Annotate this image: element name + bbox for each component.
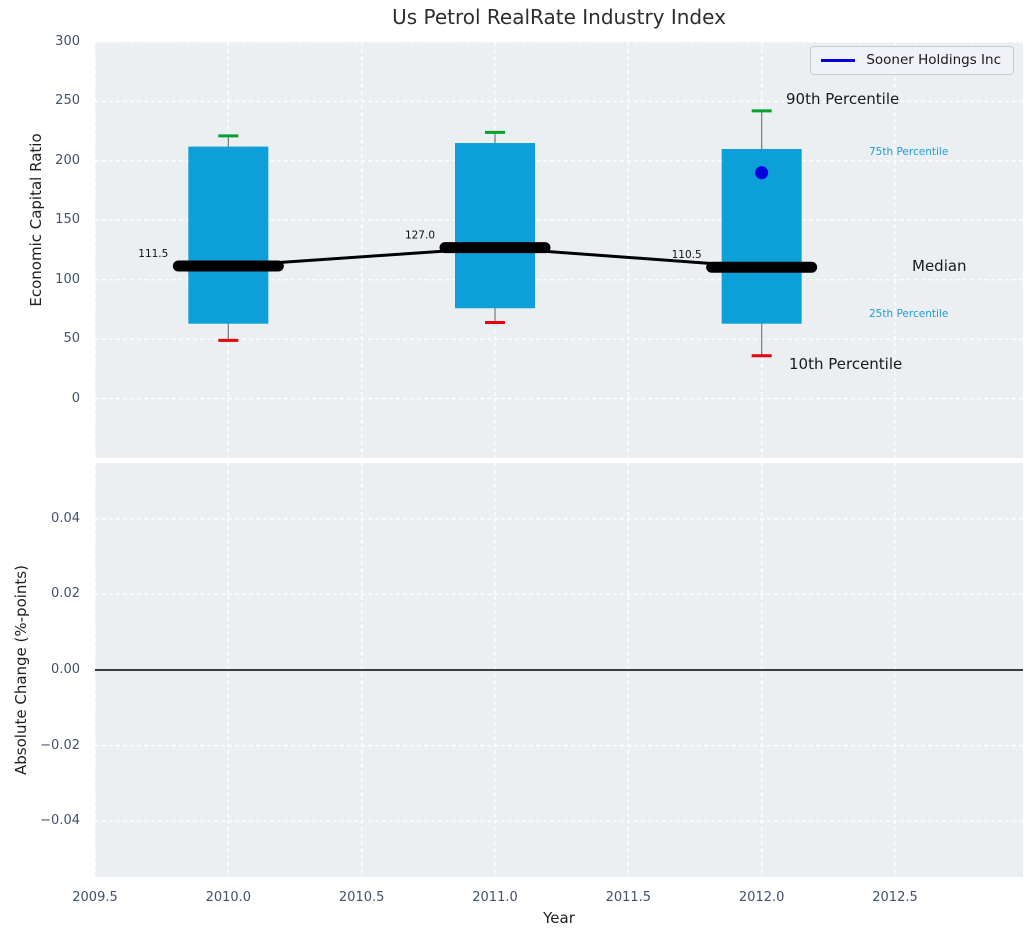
y-tick-bottom: 0.02 — [0, 585, 80, 603]
x-tick: 2009.5 — [55, 889, 135, 907]
y-tick-bottom: −0.02 — [0, 737, 80, 755]
legend-line-sample — [821, 59, 855, 62]
y-tick-top: 300 — [0, 33, 80, 51]
x-tick: 2012.0 — [722, 889, 802, 907]
median-label-2011: 127.0 — [405, 230, 435, 242]
legend-label: Sooner Holdings Inc — [866, 52, 1001, 68]
y-tick-top: 50 — [0, 330, 80, 348]
annotation-10th-percentile: 10th Percentile — [789, 355, 902, 373]
box-2011 — [455, 143, 535, 308]
y-tick-top: 100 — [0, 271, 80, 289]
figure: 111.5 127.0 110.5 Us Petrol RealRate Indus… — [0, 0, 1034, 942]
y-tick-bottom: 0.04 — [0, 510, 80, 528]
x-tick: 2010.0 — [188, 889, 268, 907]
median-label-2012: 110.5 — [672, 249, 702, 261]
y-tick-bottom: 0.00 — [0, 661, 80, 679]
y-tick-top: 200 — [0, 152, 80, 170]
annotation-90th-percentile: 90th Percentile — [786, 90, 899, 108]
x-tick: 2011.0 — [455, 889, 535, 907]
y-tick-top: 0 — [0, 390, 80, 408]
annotation-25th-percentile: 25th Percentile — [869, 308, 948, 320]
y-tick-top: 150 — [0, 211, 80, 229]
median-label-2010: 111.5 — [138, 248, 168, 260]
chart-title: Us Petrol RealRate Industry Index — [95, 5, 1023, 29]
box-2010 — [188, 147, 268, 324]
legend: Sooner Holdings Inc — [810, 46, 1014, 75]
annotation-median: Median — [912, 257, 967, 275]
x-tick: 2012.5 — [855, 889, 935, 907]
x-axis-label: Year — [95, 909, 1023, 927]
x-tick: 2010.5 — [322, 889, 402, 907]
y-tick-bottom: −0.04 — [0, 812, 80, 830]
annotation-75th-percentile: 75th Percentile — [869, 146, 948, 158]
y-tick-top: 250 — [0, 92, 80, 110]
company-point — [755, 166, 768, 179]
x-tick: 2011.5 — [588, 889, 668, 907]
chart-canvas: 111.5 127.0 110.5 — [0, 0, 1034, 942]
